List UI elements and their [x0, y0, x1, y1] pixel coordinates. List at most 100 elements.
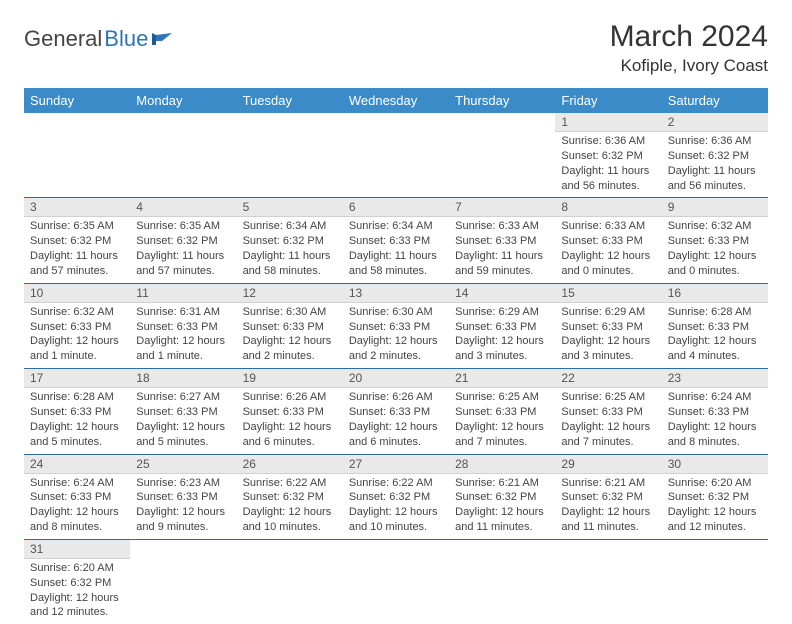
day-number: 29 [555, 455, 661, 474]
sunset-text: Sunset: 6:33 PM [136, 320, 230, 335]
day-number: 8 [555, 198, 661, 217]
sunset-text: Sunset: 6:32 PM [668, 149, 762, 164]
sunrise-text: Sunrise: 6:32 AM [668, 219, 762, 234]
day-details: Sunrise: 6:29 AMSunset: 6:33 PMDaylight:… [449, 303, 555, 368]
sunrise-text: Sunrise: 6:28 AM [668, 305, 762, 320]
day-number: 3 [24, 198, 130, 217]
calendar-cell: 19Sunrise: 6:26 AMSunset: 6:33 PMDayligh… [237, 369, 343, 454]
calendar-cell: 26Sunrise: 6:22 AMSunset: 6:32 PMDayligh… [237, 454, 343, 539]
sunset-text: Sunset: 6:32 PM [136, 234, 230, 249]
calendar-cell: 12Sunrise: 6:30 AMSunset: 6:33 PMDayligh… [237, 283, 343, 368]
day-details: Sunrise: 6:26 AMSunset: 6:33 PMDaylight:… [343, 388, 449, 453]
calendar-cell: 17Sunrise: 6:28 AMSunset: 6:33 PMDayligh… [24, 369, 130, 454]
calendar-cell: 20Sunrise: 6:26 AMSunset: 6:33 PMDayligh… [343, 369, 449, 454]
daylight-text: Daylight: 12 hours and 4 minutes. [668, 334, 762, 364]
day-number: 19 [237, 369, 343, 388]
calendar-row: 31Sunrise: 6:20 AMSunset: 6:32 PMDayligh… [24, 539, 768, 624]
daylight-text: Daylight: 11 hours and 56 minutes. [668, 164, 762, 194]
day-number: 10 [24, 284, 130, 303]
calendar-cell: 16Sunrise: 6:28 AMSunset: 6:33 PMDayligh… [662, 283, 768, 368]
weekday-header: Tuesday [237, 88, 343, 113]
sunset-text: Sunset: 6:33 PM [668, 405, 762, 420]
sunset-text: Sunset: 6:32 PM [30, 234, 124, 249]
sunrise-text: Sunrise: 6:26 AM [349, 390, 443, 405]
sunset-text: Sunset: 6:32 PM [561, 490, 655, 505]
sunrise-text: Sunrise: 6:36 AM [668, 134, 762, 149]
sunset-text: Sunset: 6:32 PM [243, 490, 337, 505]
calendar-cell: .. [130, 113, 236, 198]
day-details: Sunrise: 6:26 AMSunset: 6:33 PMDaylight:… [237, 388, 343, 453]
daylight-text: Daylight: 12 hours and 8 minutes. [30, 505, 124, 535]
daylight-text: Daylight: 12 hours and 12 minutes. [668, 505, 762, 535]
sunrise-text: Sunrise: 6:35 AM [136, 219, 230, 234]
day-details: Sunrise: 6:28 AMSunset: 6:33 PMDaylight:… [662, 303, 768, 368]
daylight-text: Daylight: 12 hours and 0 minutes. [668, 249, 762, 279]
sunrise-text: Sunrise: 6:22 AM [243, 476, 337, 491]
daylight-text: Daylight: 12 hours and 2 minutes. [349, 334, 443, 364]
calendar-cell: .. [662, 539, 768, 624]
day-number: 31 [24, 540, 130, 559]
day-number: 26 [237, 455, 343, 474]
calendar-cell: 13Sunrise: 6:30 AMSunset: 6:33 PMDayligh… [343, 283, 449, 368]
daylight-text: Daylight: 11 hours and 57 minutes. [30, 249, 124, 279]
day-details: Sunrise: 6:29 AMSunset: 6:33 PMDaylight:… [555, 303, 661, 368]
day-details: Sunrise: 6:25 AMSunset: 6:33 PMDaylight:… [449, 388, 555, 453]
calendar-row: 10Sunrise: 6:32 AMSunset: 6:33 PMDayligh… [24, 283, 768, 368]
calendar-cell: .. [237, 113, 343, 198]
calendar-cell: 28Sunrise: 6:21 AMSunset: 6:32 PMDayligh… [449, 454, 555, 539]
day-number: 5 [237, 198, 343, 217]
daylight-text: Daylight: 12 hours and 3 minutes. [455, 334, 549, 364]
day-number: 30 [662, 455, 768, 474]
sunset-text: Sunset: 6:33 PM [455, 320, 549, 335]
sunrise-text: Sunrise: 6:25 AM [455, 390, 549, 405]
sunrise-text: Sunrise: 6:20 AM [668, 476, 762, 491]
calendar-cell: 14Sunrise: 6:29 AMSunset: 6:33 PMDayligh… [449, 283, 555, 368]
daylight-text: Daylight: 12 hours and 6 minutes. [243, 420, 337, 450]
sunrise-text: Sunrise: 6:30 AM [349, 305, 443, 320]
day-number: 28 [449, 455, 555, 474]
day-details: Sunrise: 6:27 AMSunset: 6:33 PMDaylight:… [130, 388, 236, 453]
daylight-text: Daylight: 11 hours and 56 minutes. [561, 164, 655, 194]
daylight-text: Daylight: 12 hours and 0 minutes. [561, 249, 655, 279]
sunrise-text: Sunrise: 6:26 AM [243, 390, 337, 405]
day-number: 11 [130, 284, 236, 303]
calendar-cell: 6Sunrise: 6:34 AMSunset: 6:33 PMDaylight… [343, 198, 449, 283]
daylight-text: Daylight: 12 hours and 5 minutes. [30, 420, 124, 450]
day-number: 21 [449, 369, 555, 388]
sunset-text: Sunset: 6:33 PM [349, 234, 443, 249]
day-number: 22 [555, 369, 661, 388]
calendar-body: ..........1Sunrise: 6:36 AMSunset: 6:32 … [24, 113, 768, 624]
weekday-header: Saturday [662, 88, 768, 113]
sunset-text: Sunset: 6:33 PM [30, 490, 124, 505]
sunrise-text: Sunrise: 6:34 AM [349, 219, 443, 234]
sunset-text: Sunset: 6:32 PM [561, 149, 655, 164]
calendar-cell: .. [24, 113, 130, 198]
day-details: Sunrise: 6:22 AMSunset: 6:32 PMDaylight:… [343, 474, 449, 539]
weekday-header: Wednesday [343, 88, 449, 113]
day-details: Sunrise: 6:32 AMSunset: 6:33 PMDaylight:… [662, 217, 768, 282]
sunrise-text: Sunrise: 6:23 AM [136, 476, 230, 491]
day-number: 6 [343, 198, 449, 217]
sunset-text: Sunset: 6:33 PM [243, 405, 337, 420]
calendar-cell: 11Sunrise: 6:31 AMSunset: 6:33 PMDayligh… [130, 283, 236, 368]
day-details: Sunrise: 6:24 AMSunset: 6:33 PMDaylight:… [24, 474, 130, 539]
sunset-text: Sunset: 6:33 PM [30, 405, 124, 420]
day-details: Sunrise: 6:33 AMSunset: 6:33 PMDaylight:… [449, 217, 555, 282]
calendar-cell: .. [555, 539, 661, 624]
day-number: 17 [24, 369, 130, 388]
sunrise-text: Sunrise: 6:32 AM [30, 305, 124, 320]
sunrise-text: Sunrise: 6:21 AM [561, 476, 655, 491]
day-details: Sunrise: 6:28 AMSunset: 6:33 PMDaylight:… [24, 388, 130, 453]
day-details: Sunrise: 6:36 AMSunset: 6:32 PMDaylight:… [555, 132, 661, 197]
day-number: 14 [449, 284, 555, 303]
calendar-cell: .. [130, 539, 236, 624]
calendar-table: SundayMondayTuesdayWednesdayThursdayFrid… [24, 88, 768, 624]
sunset-text: Sunset: 6:33 PM [136, 405, 230, 420]
day-details: Sunrise: 6:21 AMSunset: 6:32 PMDaylight:… [449, 474, 555, 539]
sunrise-text: Sunrise: 6:21 AM [455, 476, 549, 491]
day-details: Sunrise: 6:35 AMSunset: 6:32 PMDaylight:… [130, 217, 236, 282]
weekday-header: Thursday [449, 88, 555, 113]
header: GeneralBlue March 2024 Kofiple, Ivory Co… [24, 20, 768, 76]
sunset-text: Sunset: 6:33 PM [136, 490, 230, 505]
day-details: Sunrise: 6:36 AMSunset: 6:32 PMDaylight:… [662, 132, 768, 197]
